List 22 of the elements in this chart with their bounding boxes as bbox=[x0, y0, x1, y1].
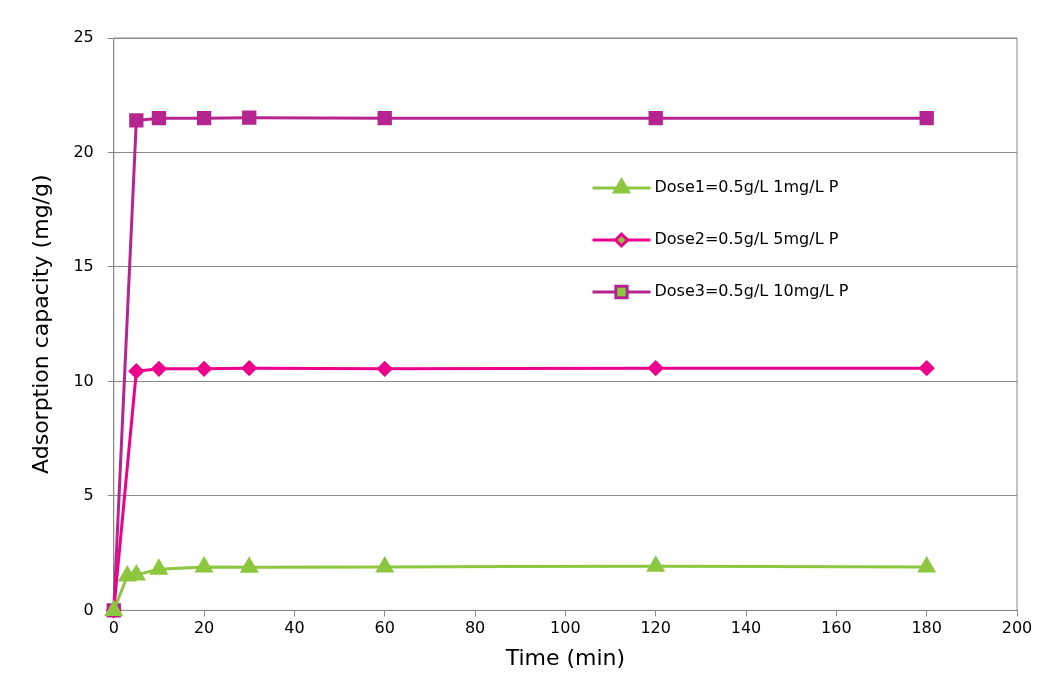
legend-label: Dose1=0.5g/L 1mg/L P bbox=[654, 177, 839, 197]
x-tick-label: 120 bbox=[640, 618, 671, 638]
x-tick-label: 0 bbox=[108, 618, 119, 638]
x-tick-label: 40 bbox=[284, 618, 305, 638]
y-tick-label: 25 bbox=[73, 27, 94, 47]
legend-label: Dose3=0.5g/L 10mg/L P bbox=[654, 281, 849, 301]
x-tick-label: 200 bbox=[1001, 618, 1033, 638]
x-tick-label: 180 bbox=[911, 618, 942, 638]
legend-label: Dose2=0.5g/L 5mg/L P bbox=[654, 229, 839, 249]
x-tick-label: 100 bbox=[550, 618, 581, 638]
x-tick-label: 160 bbox=[821, 618, 852, 638]
y-tick-label: 15 bbox=[73, 256, 94, 276]
x-tick-label: 20 bbox=[193, 618, 215, 638]
y-axis-title: Adsorption capacity (mg/g) bbox=[27, 174, 53, 474]
y-tick-label: 0 bbox=[83, 599, 94, 619]
x-tick-label: 80 bbox=[464, 618, 486, 638]
y-tick-label: 5 bbox=[83, 485, 94, 505]
x-tick-label: 140 bbox=[730, 618, 762, 638]
x-axis-title: Time (min) bbox=[504, 644, 626, 670]
y-tick-label: 10 bbox=[73, 370, 94, 390]
y-tick-label: 20 bbox=[73, 141, 94, 161]
x-tick-label: 60 bbox=[374, 618, 395, 638]
